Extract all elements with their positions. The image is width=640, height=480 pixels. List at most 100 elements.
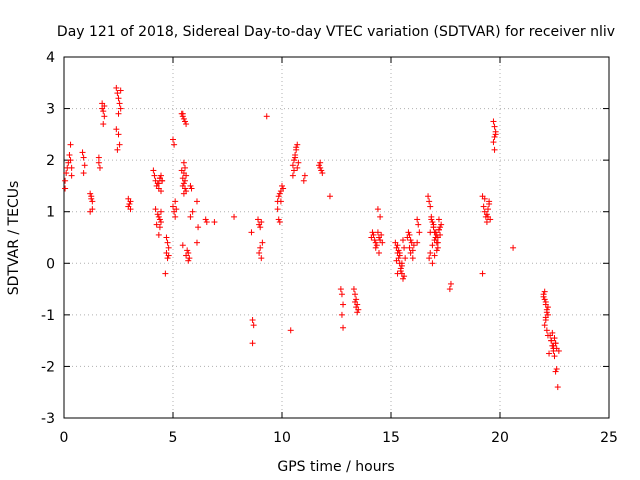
data-point xyxy=(429,219,436,226)
data-point xyxy=(394,242,401,249)
data-point xyxy=(165,244,172,251)
data-point xyxy=(158,219,165,226)
data-point xyxy=(397,268,404,275)
x-tick-label: 25 xyxy=(600,430,618,446)
data-point xyxy=(371,237,378,244)
data-point xyxy=(116,100,123,107)
data-point xyxy=(188,185,195,192)
data-point xyxy=(87,190,94,197)
data-point xyxy=(406,244,413,251)
data-point xyxy=(409,255,416,262)
data-point xyxy=(430,224,437,231)
data-point xyxy=(248,229,255,236)
data-point xyxy=(399,275,406,282)
data-point xyxy=(181,185,188,192)
data-point xyxy=(193,198,200,205)
data-point xyxy=(164,255,171,262)
data-point xyxy=(481,195,488,202)
data-point xyxy=(353,296,360,303)
y-tick-label: 2 xyxy=(46,153,55,169)
data-point xyxy=(378,231,385,238)
data-point xyxy=(352,298,359,305)
data-point xyxy=(406,231,413,238)
data-point xyxy=(551,335,558,342)
y-tick-label: 0 xyxy=(46,256,55,272)
data-point xyxy=(350,286,357,293)
data-point xyxy=(510,244,517,251)
data-point xyxy=(394,270,401,277)
data-point xyxy=(319,170,326,177)
data-point xyxy=(95,154,102,161)
data-point xyxy=(549,329,556,336)
data-point xyxy=(540,293,547,300)
data-point xyxy=(180,159,187,166)
data-point xyxy=(326,193,333,200)
data-point xyxy=(369,229,376,236)
data-point xyxy=(377,213,384,220)
data-point xyxy=(62,185,69,192)
data-point xyxy=(158,208,165,215)
y-tick-label: 4 xyxy=(46,50,55,66)
data-point xyxy=(372,239,379,246)
plot-frame xyxy=(63,56,610,419)
data-point xyxy=(151,172,158,179)
data-point xyxy=(156,216,163,223)
data-point xyxy=(551,353,558,360)
data-point xyxy=(172,213,179,220)
data-point xyxy=(431,252,438,259)
data-point xyxy=(370,231,377,238)
y-tick-label: -3 xyxy=(41,411,55,427)
data-point xyxy=(100,121,107,128)
data-point xyxy=(163,234,170,241)
data-point xyxy=(79,149,86,156)
data-point xyxy=(550,345,557,352)
data-point xyxy=(255,216,262,223)
data-point xyxy=(289,172,296,179)
data-point xyxy=(171,141,178,148)
data-point xyxy=(159,177,166,184)
data-point xyxy=(231,213,238,220)
data-point xyxy=(180,190,187,197)
data-point xyxy=(542,314,549,321)
data-point xyxy=(407,237,414,244)
data-point xyxy=(316,162,323,169)
data-point xyxy=(398,260,405,267)
data-point xyxy=(414,239,421,246)
data-point xyxy=(80,170,87,177)
data-point xyxy=(447,280,454,287)
y-tick-label: 1 xyxy=(46,205,55,221)
data-point xyxy=(548,337,555,344)
data-point xyxy=(292,154,299,161)
data-point xyxy=(80,154,87,161)
data-point xyxy=(491,123,498,130)
data-point xyxy=(258,219,265,226)
data-point xyxy=(543,309,550,316)
data-point xyxy=(164,239,171,246)
data-point xyxy=(96,164,103,171)
data-point xyxy=(483,219,490,226)
data-point xyxy=(294,164,301,171)
x-tick-label: 5 xyxy=(169,430,178,446)
data-point xyxy=(276,190,283,197)
data-point xyxy=(263,113,270,120)
data-point xyxy=(152,206,159,213)
data-point xyxy=(277,198,284,205)
y-tick-label: -1 xyxy=(41,308,55,324)
data-point xyxy=(541,296,548,303)
data-point xyxy=(426,198,433,205)
data-point xyxy=(553,366,560,373)
data-point xyxy=(150,167,157,174)
data-point xyxy=(294,141,301,148)
y-tick-label: 3 xyxy=(46,102,55,118)
data-point xyxy=(249,317,256,324)
data-point xyxy=(340,324,347,331)
data-point xyxy=(401,244,408,251)
data-point xyxy=(414,216,421,223)
data-point xyxy=(401,273,408,280)
data-point xyxy=(165,252,172,259)
data-point xyxy=(393,257,400,264)
data-point xyxy=(552,340,559,347)
data-point xyxy=(409,247,416,254)
data-point xyxy=(155,180,162,187)
